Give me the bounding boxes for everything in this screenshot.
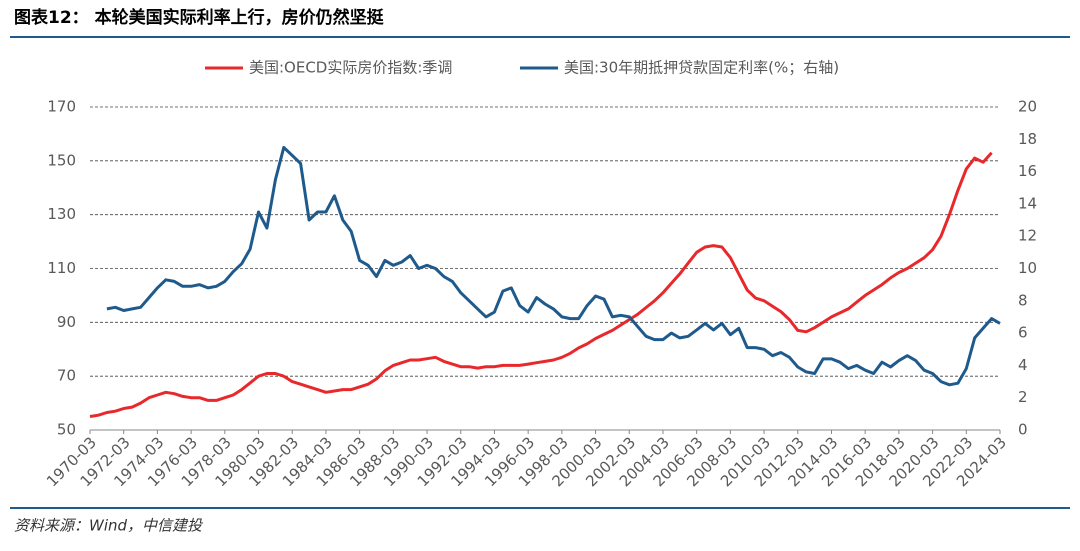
- y2-tick-label: 16: [1018, 162, 1037, 180]
- source: 资料来源：Wind，中信建投: [14, 517, 204, 535]
- y-tick-label: 50: [57, 421, 76, 439]
- chart-title: 图表12： 本轮美国实际利率上行，房价仍然坚挺: [14, 7, 385, 28]
- footer-rule: [10, 507, 1070, 509]
- legend-label: 美国:30年期抵押贷款固定利率(%；右轴): [564, 59, 839, 77]
- y-tick-label: 150: [47, 151, 76, 169]
- y2-tick-label: 14: [1018, 194, 1037, 212]
- series-line: [106, 145, 1001, 387]
- y-tick-label: 130: [47, 205, 76, 223]
- legend-label: 美国:OECD实际房价指数:季调: [249, 59, 452, 77]
- y2-tick-label: 18: [1018, 130, 1037, 148]
- series-line: [89, 151, 993, 418]
- y2-tick-label: 10: [1018, 259, 1037, 277]
- y2-tick-label: 20: [1018, 98, 1037, 116]
- y2-tick-label: 0: [1018, 421, 1028, 439]
- y-tick-label: 90: [57, 313, 76, 331]
- y2-tick-label: 2: [1018, 388, 1028, 406]
- y2-tick-label: 6: [1018, 324, 1028, 342]
- y2-tick-label: 12: [1018, 227, 1037, 245]
- y-tick-label: 110: [47, 259, 76, 277]
- title-rule: [10, 36, 1070, 38]
- y2-tick-label: 8: [1018, 291, 1028, 309]
- y2-tick-label: 4: [1018, 356, 1028, 374]
- y-tick-label: 170: [47, 98, 76, 116]
- y-tick-label: 70: [57, 367, 76, 385]
